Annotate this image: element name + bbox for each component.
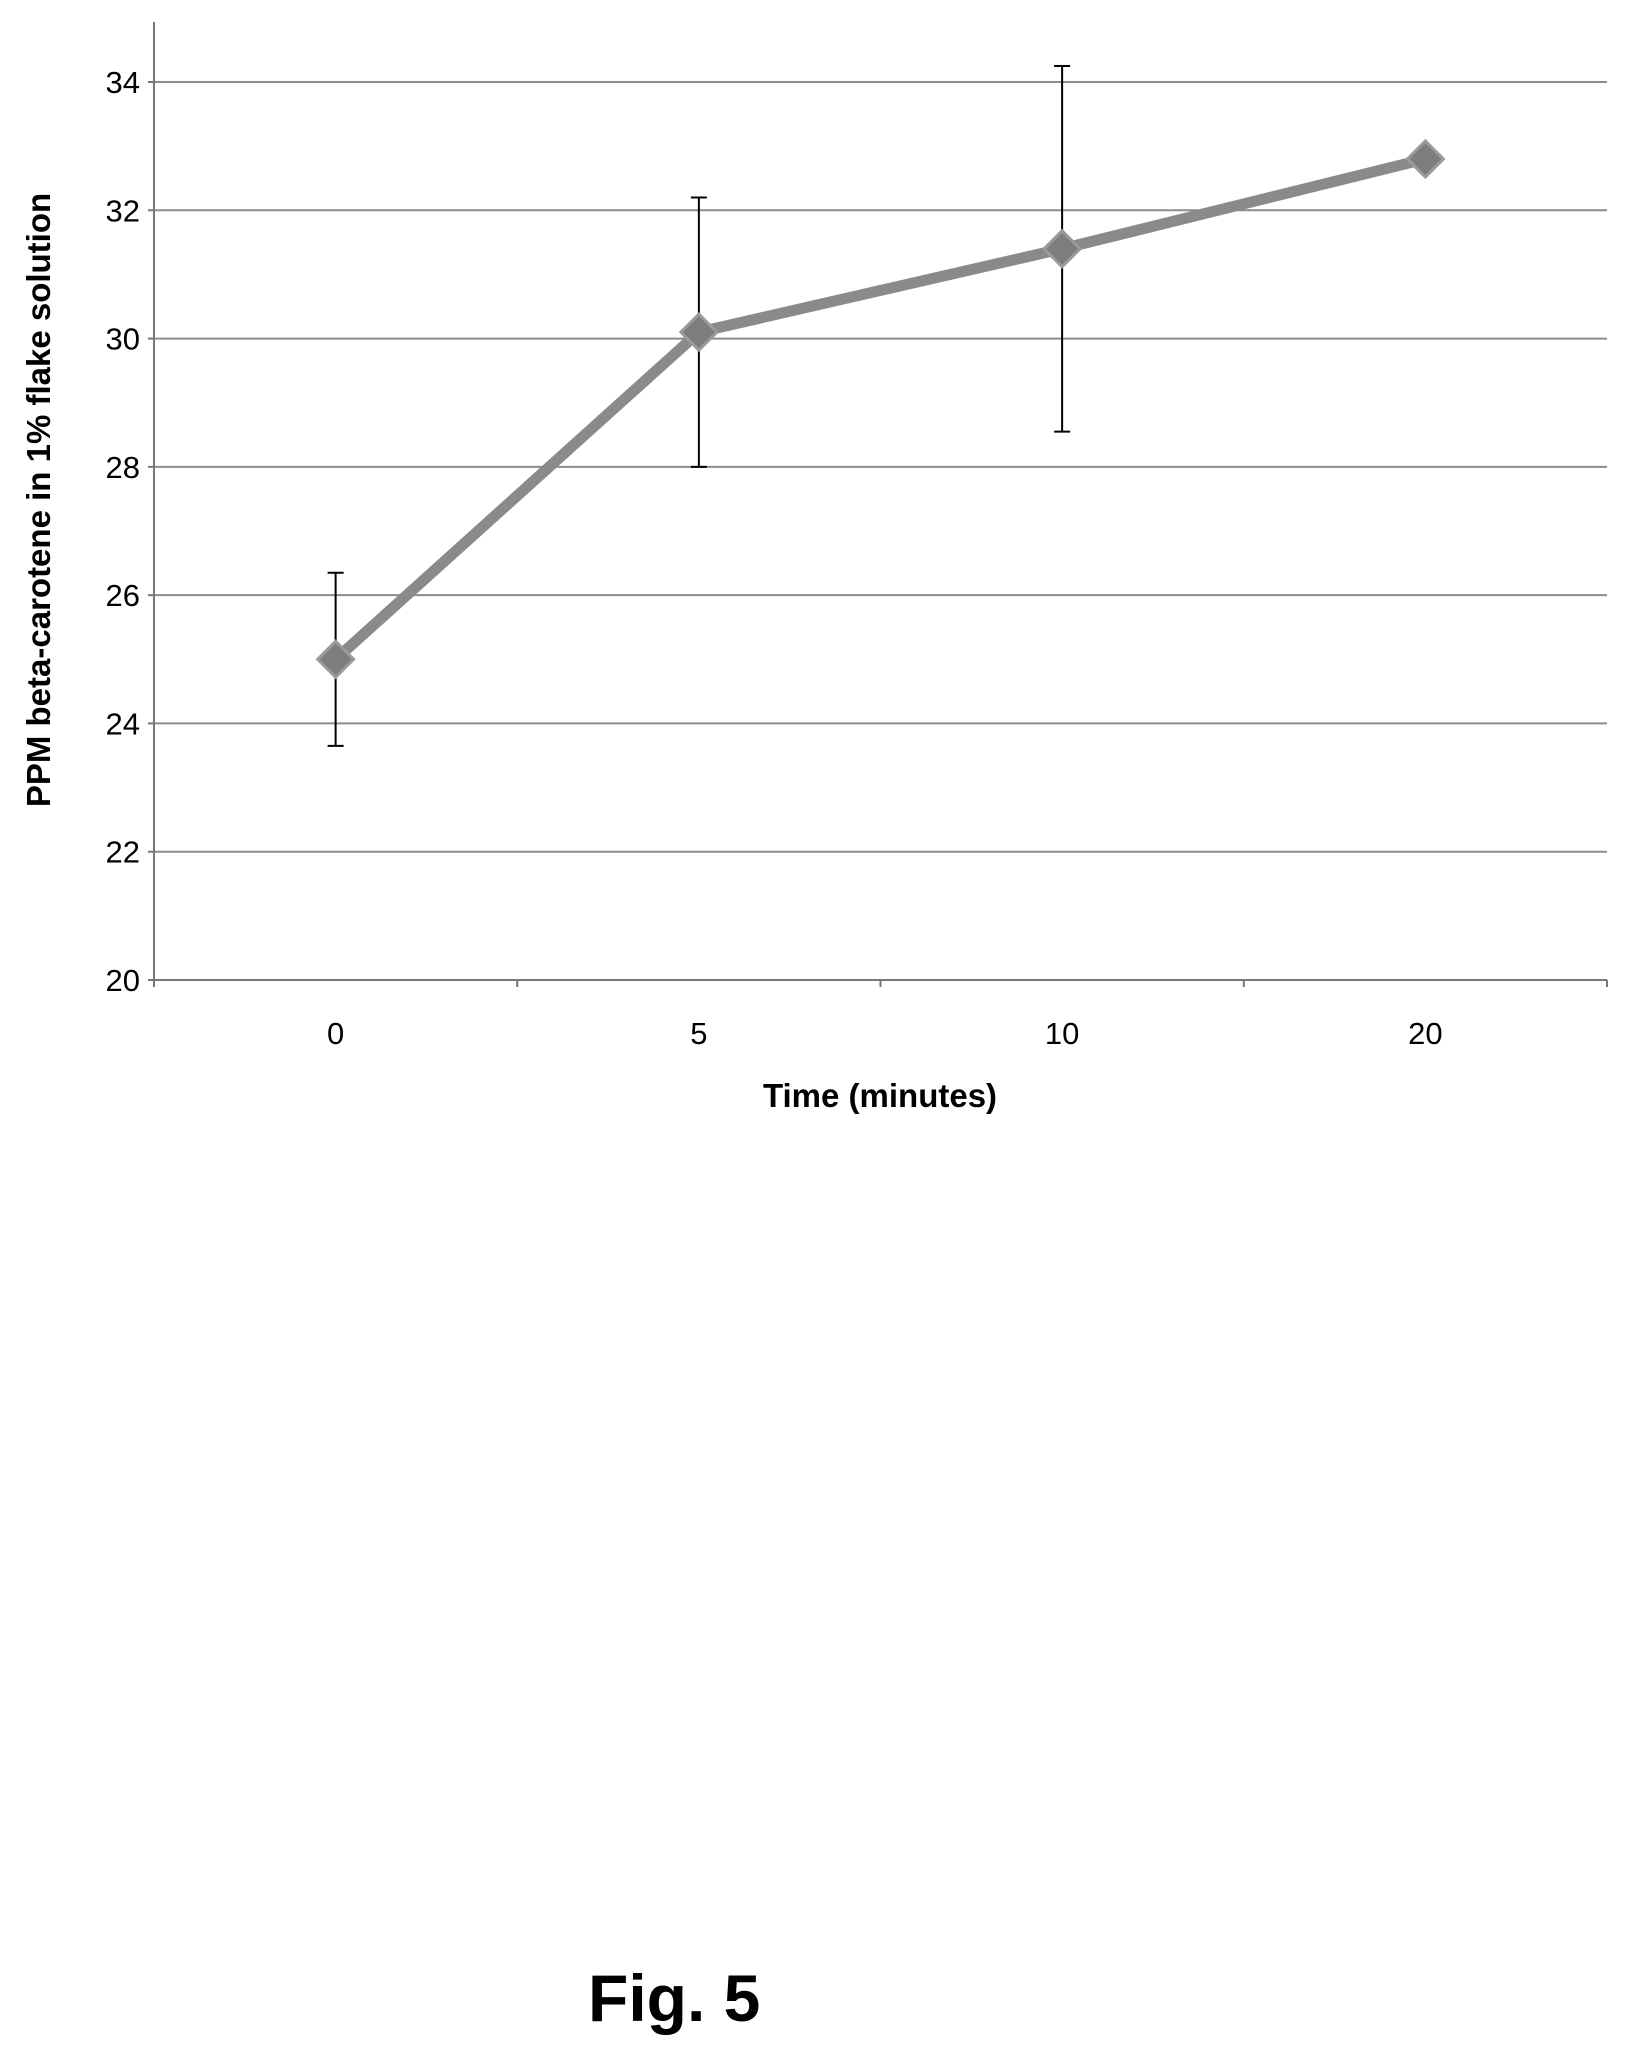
x-tick-label: 5 <box>690 1016 707 1051</box>
data-point-marker <box>1405 138 1446 180</box>
y-tick-label: 22 <box>106 835 140 870</box>
y-tick-label: 34 <box>106 65 140 100</box>
x-tick-labels: 0 5 10 20 <box>327 1016 1443 1051</box>
x-axis-title: Time (minutes) <box>763 1077 997 1114</box>
x-tick-label: 10 <box>1045 1016 1079 1051</box>
y-tick-label: 20 <box>106 963 140 998</box>
data-markers <box>315 138 1446 680</box>
y-tick-label: 32 <box>106 193 140 228</box>
error-bars <box>327 64 1071 747</box>
series-line-group <box>330 153 1431 665</box>
x-tick-label: 0 <box>327 1016 344 1051</box>
data-point-marker <box>678 312 719 353</box>
y-tick-label: 26 <box>106 578 140 613</box>
series-line <box>330 153 1431 665</box>
grid-lines <box>148 81 1607 981</box>
data-point-marker <box>1042 228 1083 269</box>
figure-caption: Fig. 5 <box>588 1961 761 2035</box>
y-tick-label: 24 <box>106 706 140 741</box>
y-axis-title: PPM beta-carotene in 1% flake solution <box>20 193 57 807</box>
x-tick-label: 20 <box>1408 1016 1442 1051</box>
x-ticks <box>153 980 1608 987</box>
y-tick-label: 28 <box>106 450 140 485</box>
y-tick-label: 30 <box>106 322 140 357</box>
y-tick-labels: 20 22 24 26 28 30 32 34 <box>106 65 140 998</box>
data-point-marker <box>315 639 356 680</box>
